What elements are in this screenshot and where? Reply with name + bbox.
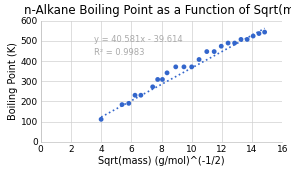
Point bbox=[251, 35, 255, 37]
Point bbox=[197, 58, 201, 61]
Point bbox=[245, 38, 249, 41]
Point bbox=[126, 102, 131, 105]
Point bbox=[182, 65, 186, 68]
Point bbox=[232, 42, 237, 44]
Y-axis label: Boiling Point (K): Boiling Point (K) bbox=[8, 42, 18, 120]
Point bbox=[262, 31, 267, 34]
Point bbox=[133, 94, 137, 97]
Point bbox=[205, 50, 209, 53]
Point bbox=[212, 50, 217, 53]
Point bbox=[219, 45, 223, 48]
Point bbox=[257, 32, 261, 35]
Point bbox=[189, 65, 194, 68]
X-axis label: Sqrt(mass) (g/mol)^(-1/2): Sqrt(mass) (g/mol)^(-1/2) bbox=[98, 156, 225, 166]
Point bbox=[160, 78, 165, 81]
Point bbox=[239, 38, 243, 41]
Point bbox=[120, 103, 124, 106]
Point bbox=[173, 65, 178, 68]
Point bbox=[155, 78, 160, 81]
Point bbox=[226, 42, 230, 44]
Point bbox=[150, 85, 155, 88]
Point bbox=[139, 94, 143, 97]
Point bbox=[165, 71, 169, 74]
Text: y = 40.581x - 39.614
R² = 0.9983: y = 40.581x - 39.614 R² = 0.9983 bbox=[94, 35, 182, 57]
Title: n-Alkane Boiling Point as a Function of Sqrt(m): n-Alkane Boiling Point as a Function of … bbox=[24, 4, 291, 17]
Point bbox=[99, 118, 104, 121]
